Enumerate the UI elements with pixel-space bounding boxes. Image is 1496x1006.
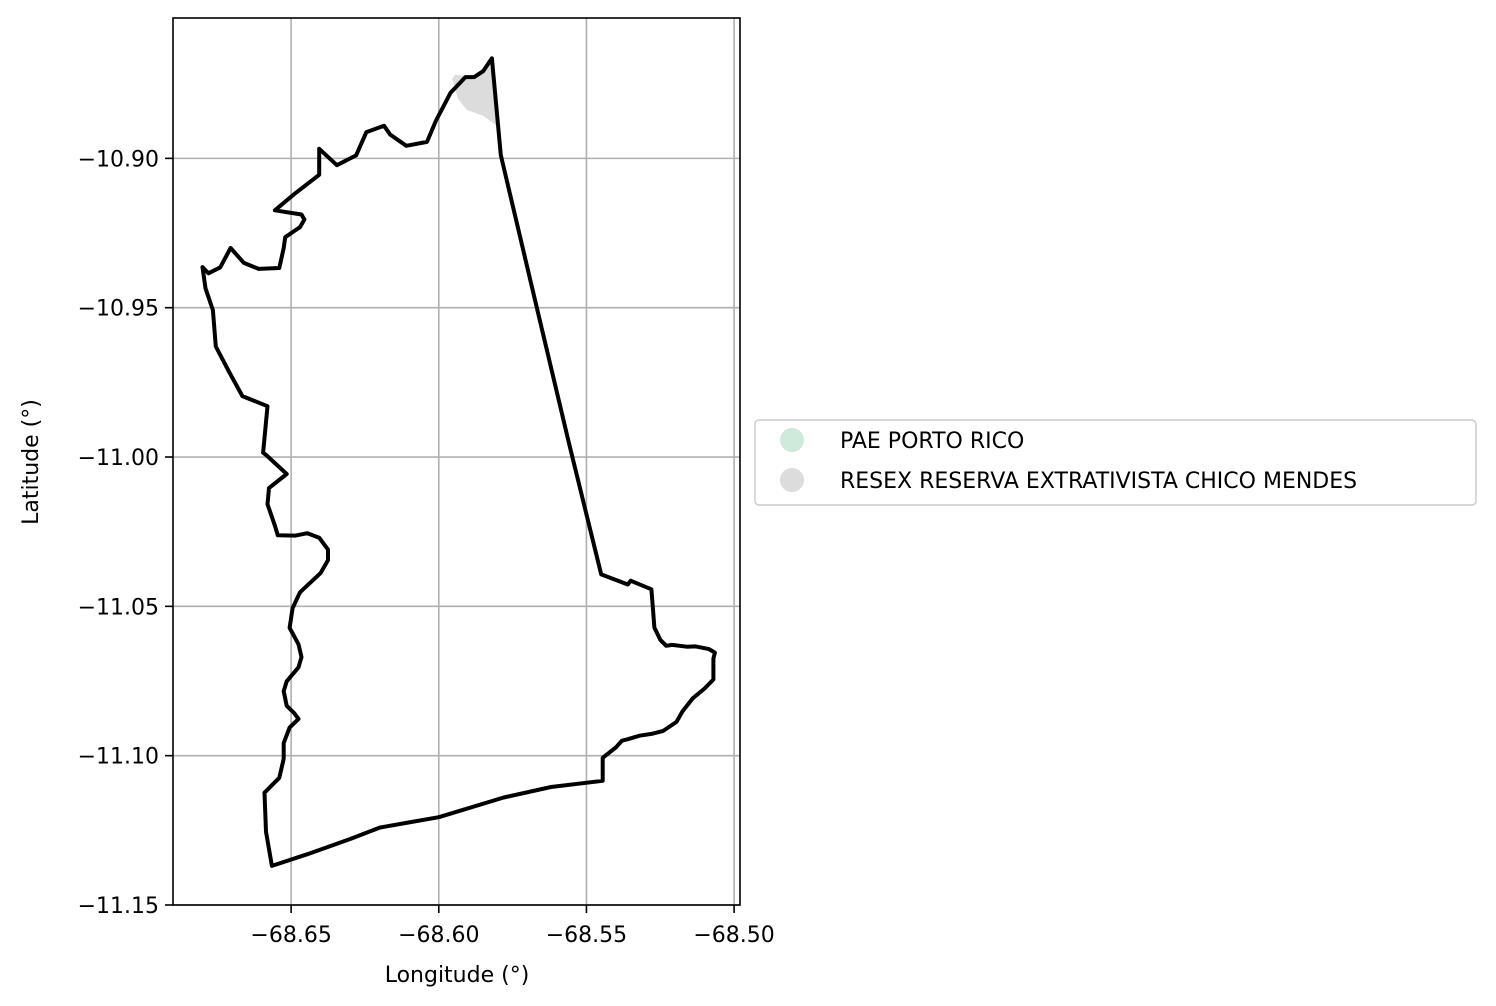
x-tick-label: −68.50 — [693, 923, 774, 948]
plot-frame — [172, 17, 741, 906]
y-tick-label: −10.95 — [78, 297, 159, 322]
legend: PAE PORTO RICO RESEX RESERVA EXTRATIVIST… — [754, 419, 1477, 506]
y-tick-label: −11.05 — [78, 595, 159, 620]
x-tick-label: −68.60 — [398, 923, 479, 948]
y-axis-title: Latitude (°) — [19, 399, 44, 525]
y-tick-label: −11.00 — [78, 446, 159, 471]
x-tick-label: −68.55 — [546, 923, 627, 948]
y-tick-label: −10.90 — [78, 147, 159, 172]
legend-label-pae-porto-rico: PAE PORTO RICO — [840, 429, 1024, 454]
x-axis-title: Longitude (°) — [385, 963, 530, 988]
legend-marker-pae-porto-rico — [780, 428, 804, 452]
y-tick-label: −11.15 — [78, 894, 159, 919]
x-tick-label: −68.65 — [250, 923, 331, 948]
legend-box — [754, 419, 1477, 506]
y-tick-label: −11.10 — [78, 745, 159, 770]
grid-lines — [173, 18, 740, 906]
legend-label-resex: RESEX RESERVA EXTRATIVISTA CHICO MENDES — [840, 469, 1357, 494]
pae-porto-rico-boundary — [200, 56, 717, 868]
x-axis: −68.65 −68.60 −68.55 −68.50 — [250, 905, 775, 948]
legend-marker-resex — [780, 468, 804, 492]
y-axis: −10.90 −10.95 −11.00 −11.05 −11.10 −11.15 — [78, 147, 173, 919]
resex-shaded-area — [452, 58, 497, 126]
